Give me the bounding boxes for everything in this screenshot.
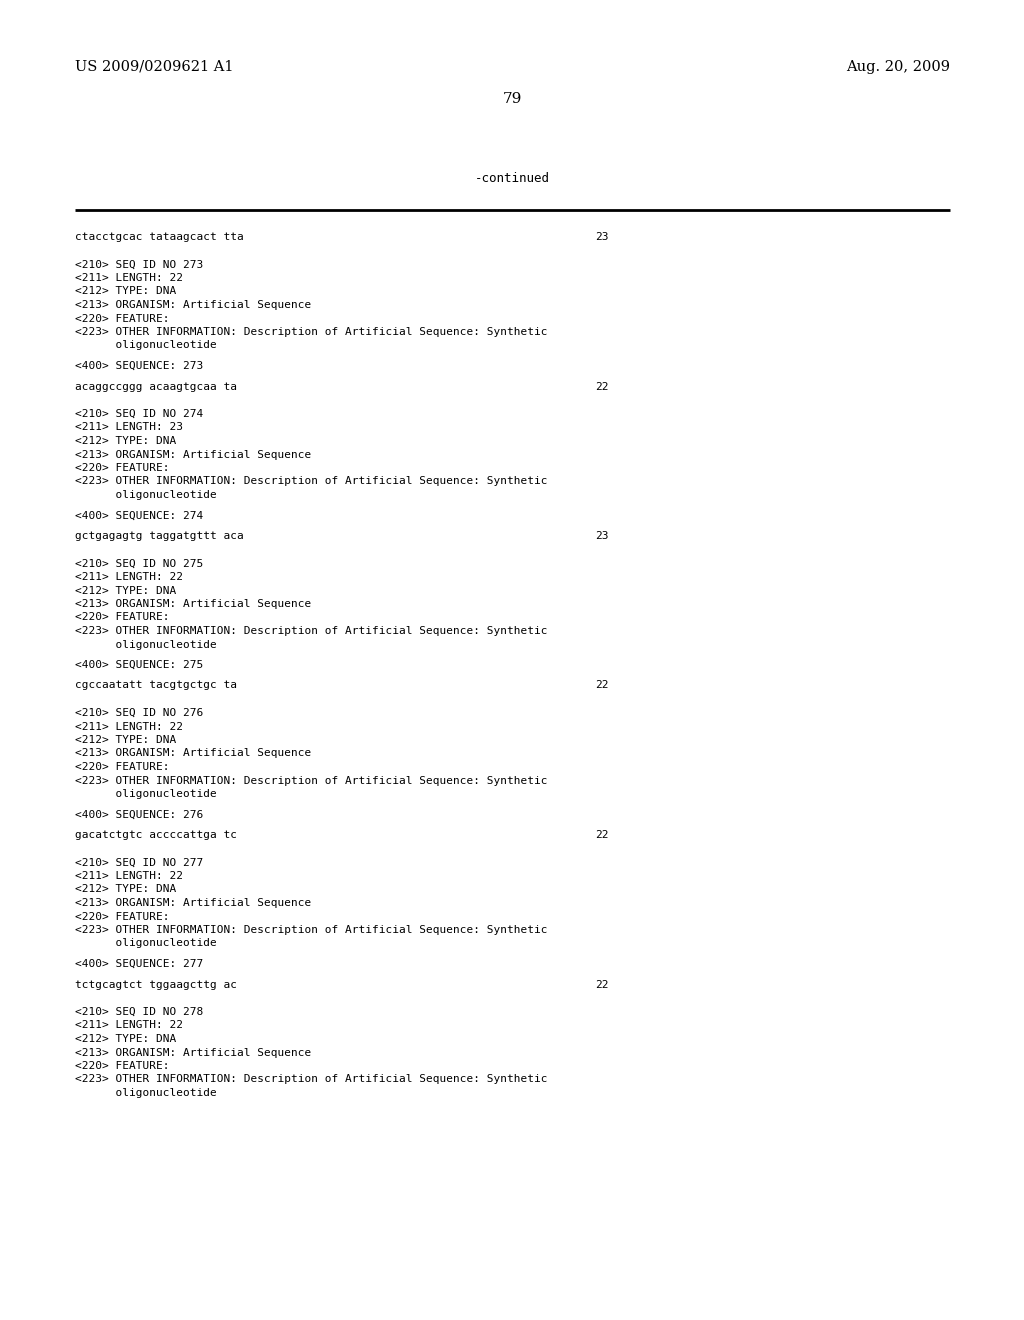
Text: 22: 22 bbox=[595, 979, 608, 990]
Text: <211> LENGTH: 22: <211> LENGTH: 22 bbox=[75, 273, 183, 282]
Text: <220> FEATURE:: <220> FEATURE: bbox=[75, 912, 170, 921]
Text: <220> FEATURE:: <220> FEATURE: bbox=[75, 1061, 170, 1071]
Text: <400> SEQUENCE: 273: <400> SEQUENCE: 273 bbox=[75, 360, 203, 371]
Text: oligonucleotide: oligonucleotide bbox=[75, 789, 217, 799]
Text: <210> SEQ ID NO 277: <210> SEQ ID NO 277 bbox=[75, 858, 203, 867]
Text: oligonucleotide: oligonucleotide bbox=[75, 939, 217, 949]
Text: tctgcagtct tggaagcttg ac: tctgcagtct tggaagcttg ac bbox=[75, 979, 237, 990]
Text: cgccaatatt tacgtgctgc ta: cgccaatatt tacgtgctgc ta bbox=[75, 681, 237, 690]
Text: <213> ORGANISM: Artificial Sequence: <213> ORGANISM: Artificial Sequence bbox=[75, 1048, 311, 1057]
Text: oligonucleotide: oligonucleotide bbox=[75, 341, 217, 351]
Text: <210> SEQ ID NO 278: <210> SEQ ID NO 278 bbox=[75, 1007, 203, 1016]
Text: <211> LENGTH: 22: <211> LENGTH: 22 bbox=[75, 871, 183, 880]
Text: <212> TYPE: DNA: <212> TYPE: DNA bbox=[75, 735, 176, 744]
Text: -continued: -continued bbox=[474, 172, 550, 185]
Text: <210> SEQ ID NO 276: <210> SEQ ID NO 276 bbox=[75, 708, 203, 718]
Text: <212> TYPE: DNA: <212> TYPE: DNA bbox=[75, 1034, 176, 1044]
Text: acaggccggg acaagtgcaa ta: acaggccggg acaagtgcaa ta bbox=[75, 381, 237, 392]
Text: <212> TYPE: DNA: <212> TYPE: DNA bbox=[75, 586, 176, 595]
Text: <223> OTHER INFORMATION: Description of Artificial Sequence: Synthetic: <223> OTHER INFORMATION: Description of … bbox=[75, 327, 548, 337]
Text: <220> FEATURE:: <220> FEATURE: bbox=[75, 612, 170, 623]
Text: <220> FEATURE:: <220> FEATURE: bbox=[75, 463, 170, 473]
Text: <400> SEQUENCE: 276: <400> SEQUENCE: 276 bbox=[75, 809, 203, 820]
Text: <210> SEQ ID NO 275: <210> SEQ ID NO 275 bbox=[75, 558, 203, 569]
Text: <211> LENGTH: 23: <211> LENGTH: 23 bbox=[75, 422, 183, 433]
Text: <223> OTHER INFORMATION: Description of Artificial Sequence: Synthetic: <223> OTHER INFORMATION: Description of … bbox=[75, 1074, 548, 1085]
Text: <212> TYPE: DNA: <212> TYPE: DNA bbox=[75, 286, 176, 297]
Text: US 2009/0209621 A1: US 2009/0209621 A1 bbox=[75, 59, 233, 74]
Text: <213> ORGANISM: Artificial Sequence: <213> ORGANISM: Artificial Sequence bbox=[75, 599, 311, 609]
Text: 22: 22 bbox=[595, 681, 608, 690]
Text: 22: 22 bbox=[595, 830, 608, 840]
Text: 23: 23 bbox=[595, 232, 608, 242]
Text: 23: 23 bbox=[595, 531, 608, 541]
Text: <212> TYPE: DNA: <212> TYPE: DNA bbox=[75, 884, 176, 895]
Text: <223> OTHER INFORMATION: Description of Artificial Sequence: Synthetic: <223> OTHER INFORMATION: Description of … bbox=[75, 477, 548, 487]
Text: <223> OTHER INFORMATION: Description of Artificial Sequence: Synthetic: <223> OTHER INFORMATION: Description of … bbox=[75, 776, 548, 785]
Text: <220> FEATURE:: <220> FEATURE: bbox=[75, 762, 170, 772]
Text: ctacctgcac tataagcact tta: ctacctgcac tataagcact tta bbox=[75, 232, 244, 242]
Text: <223> OTHER INFORMATION: Description of Artificial Sequence: Synthetic: <223> OTHER INFORMATION: Description of … bbox=[75, 925, 548, 935]
Text: <210> SEQ ID NO 273: <210> SEQ ID NO 273 bbox=[75, 260, 203, 269]
Text: <210> SEQ ID NO 274: <210> SEQ ID NO 274 bbox=[75, 409, 203, 418]
Text: <212> TYPE: DNA: <212> TYPE: DNA bbox=[75, 436, 176, 446]
Text: <211> LENGTH: 22: <211> LENGTH: 22 bbox=[75, 1020, 183, 1031]
Text: <400> SEQUENCE: 275: <400> SEQUENCE: 275 bbox=[75, 660, 203, 671]
Text: <220> FEATURE:: <220> FEATURE: bbox=[75, 314, 170, 323]
Text: oligonucleotide: oligonucleotide bbox=[75, 490, 217, 500]
Text: <213> ORGANISM: Artificial Sequence: <213> ORGANISM: Artificial Sequence bbox=[75, 300, 311, 310]
Text: <213> ORGANISM: Artificial Sequence: <213> ORGANISM: Artificial Sequence bbox=[75, 748, 311, 759]
Text: <211> LENGTH: 22: <211> LENGTH: 22 bbox=[75, 572, 183, 582]
Text: gacatctgtc accccattga tc: gacatctgtc accccattga tc bbox=[75, 830, 237, 840]
Text: Aug. 20, 2009: Aug. 20, 2009 bbox=[846, 59, 950, 74]
Text: <400> SEQUENCE: 277: <400> SEQUENCE: 277 bbox=[75, 960, 203, 969]
Text: <213> ORGANISM: Artificial Sequence: <213> ORGANISM: Artificial Sequence bbox=[75, 898, 311, 908]
Text: 79: 79 bbox=[503, 92, 521, 106]
Text: <400> SEQUENCE: 274: <400> SEQUENCE: 274 bbox=[75, 511, 203, 520]
Text: <211> LENGTH: 22: <211> LENGTH: 22 bbox=[75, 722, 183, 731]
Text: <223> OTHER INFORMATION: Description of Artificial Sequence: Synthetic: <223> OTHER INFORMATION: Description of … bbox=[75, 626, 548, 636]
Text: gctgagagtg taggatgttt aca: gctgagagtg taggatgttt aca bbox=[75, 531, 244, 541]
Text: <213> ORGANISM: Artificial Sequence: <213> ORGANISM: Artificial Sequence bbox=[75, 450, 311, 459]
Text: 22: 22 bbox=[595, 381, 608, 392]
Text: oligonucleotide: oligonucleotide bbox=[75, 639, 217, 649]
Text: oligonucleotide: oligonucleotide bbox=[75, 1088, 217, 1098]
